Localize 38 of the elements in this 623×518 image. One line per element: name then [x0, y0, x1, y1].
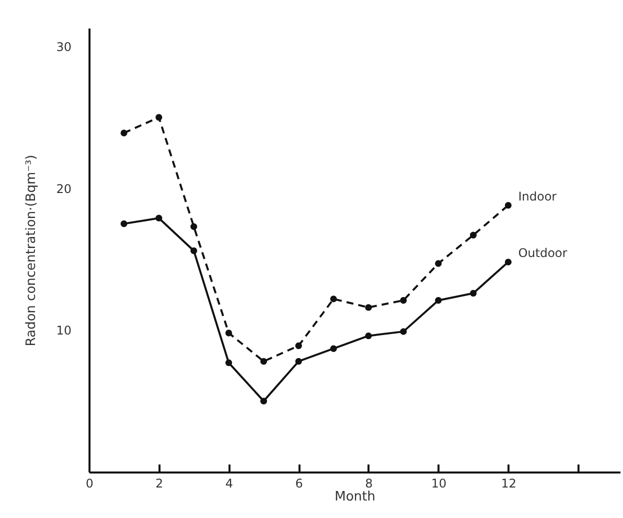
point: [260, 398, 268, 404]
x-tick-label: 12: [501, 476, 516, 490]
y-tick-label: 20: [56, 182, 72, 196]
point: [400, 297, 407, 304]
x-tick-label: 2: [156, 476, 164, 490]
x-tick-label: 10: [431, 476, 446, 490]
point: [295, 342, 302, 350]
point: [470, 290, 477, 297]
series-label: Indoor: [518, 189, 557, 204]
y-axis-title: Radon concentration·(Bqm⁻³): [24, 154, 40, 346]
point: [330, 345, 337, 352]
point: [330, 296, 337, 302]
point: [156, 214, 162, 222]
point: [260, 358, 268, 365]
point: [434, 297, 442, 304]
y-tick-label: 30: [56, 40, 72, 54]
point: [190, 247, 198, 254]
point: [120, 130, 128, 136]
point: [225, 330, 232, 336]
x-axis-title: Month: [334, 490, 376, 504]
point: [504, 202, 512, 209]
x-tick-label: 6: [295, 476, 303, 490]
point: [120, 220, 128, 228]
point: [365, 304, 372, 311]
x-tick-label: 4: [225, 476, 234, 490]
point: [190, 223, 198, 230]
point: [400, 328, 407, 335]
point: [470, 232, 477, 238]
point: [365, 332, 372, 340]
y-tick-label: 10: [56, 324, 72, 338]
point: [504, 258, 512, 266]
series-label: Outdoor: [518, 246, 568, 260]
point: [156, 114, 162, 121]
x-tick-label: 0: [86, 476, 94, 490]
x-tick-label: 8: [365, 476, 373, 490]
point: [295, 358, 302, 365]
point: [225, 359, 232, 366]
point: [434, 260, 442, 267]
